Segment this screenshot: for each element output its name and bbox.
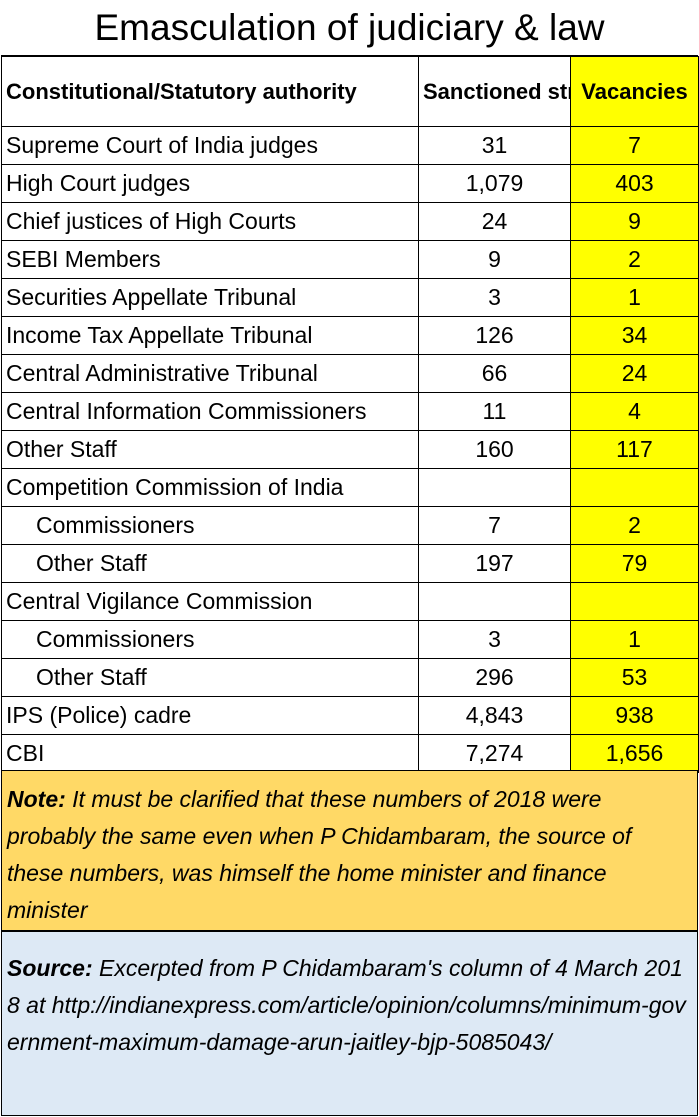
authority-cell: Supreme Court of India judges: [1, 126, 419, 165]
authority-cell: High Court judges: [1, 164, 419, 203]
table-row: CBI 7,274 1,656: [1, 734, 699, 773]
sanctioned-cell: [418, 582, 571, 621]
sanctioned-cell: 7,274: [418, 734, 571, 773]
column-header-vacancies: Vacancies: [570, 56, 699, 127]
vacancies-cell: 403: [570, 164, 699, 203]
source-label: Source:: [7, 955, 93, 981]
table-row: Competition Commission of India: [1, 468, 699, 507]
sanctioned-cell: 160: [418, 430, 571, 469]
source-text: Excerpted from P Chidambaram's column of…: [7, 955, 686, 1055]
header-row: Constitutional/Statutory authority Sanct…: [1, 56, 699, 127]
sanctioned-cell: 66: [418, 354, 571, 393]
vacancies-table: Constitutional/Statutory authority Sanct…: [1, 56, 699, 773]
sanctioned-cell: 9: [418, 240, 571, 279]
authority-cell: Central Vigilance Commission: [1, 582, 419, 621]
authority-cell: Commissioners: [1, 620, 419, 659]
vacancies-cell: 938: [570, 696, 699, 735]
table-row: Securities Appellate Tribunal 3 1: [1, 278, 699, 317]
vacancies-cell: 117: [570, 430, 699, 469]
authority-cell: Other Staff: [1, 658, 419, 697]
authority-cell: Central Administrative Tribunal: [1, 354, 419, 393]
authority-cell: Other Staff: [1, 430, 419, 469]
table-row: Commissioners 3 1: [1, 620, 699, 659]
sanctioned-cell: 126: [418, 316, 571, 355]
vacancies-cell: [570, 468, 699, 507]
table-row: Chief justices of High Courts 24 9: [1, 202, 699, 241]
table-body: Supreme Court of India judges 31 7 High Cou…: [1, 126, 699, 773]
vacancies-cell: 2: [570, 506, 699, 545]
vacancies-cell: 24: [570, 354, 699, 393]
table-row: Supreme Court of India judges 31 7: [1, 126, 699, 165]
sanctioned-cell: 31: [418, 126, 571, 165]
vacancies-cell: 34: [570, 316, 699, 355]
table-row: Central Vigilance Commission: [1, 582, 699, 621]
table-title: Emasculation of judiciary & law: [1, 1, 698, 56]
table-row: Central Information Commissioners 11 4: [1, 392, 699, 431]
vacancies-cell: 53: [570, 658, 699, 697]
table-row: Income Tax Appellate Tribunal 126 34: [1, 316, 699, 355]
sanctioned-cell: [418, 468, 571, 507]
vacancies-cell: 79: [570, 544, 699, 583]
vacancies-cell: 1: [570, 278, 699, 317]
vacancies-cell: 1,656: [570, 734, 699, 773]
authority-cell: SEBI Members: [1, 240, 419, 279]
source-box: Source: Excerpted from P Chidambaram's c…: [1, 931, 698, 1116]
sanctioned-cell: 7: [418, 506, 571, 545]
authority-cell: Competition Commission of India: [1, 468, 419, 507]
vacancies-cell: 4: [570, 392, 699, 431]
sanctioned-cell: 3: [418, 620, 571, 659]
table-row: SEBI Members 9 2: [1, 240, 699, 279]
authority-cell: CBI: [1, 734, 419, 773]
authority-cell: Other Staff: [1, 544, 419, 583]
column-header-authority: Constitutional/Statutory authority: [1, 56, 419, 127]
vacancies-cell: [570, 582, 699, 621]
sanctioned-cell: 197: [418, 544, 571, 583]
vacancies-cell: 7: [570, 126, 699, 165]
vacancies-cell: 1: [570, 620, 699, 659]
sanctioned-cell: 3: [418, 278, 571, 317]
column-header-sanctioned: Sanctioned strength: [418, 56, 571, 127]
authority-cell: Securities Appellate Tribunal: [1, 278, 419, 317]
note-box: Note: It must be clarified that these nu…: [1, 770, 698, 931]
table-row: IPS (Police) cadre 4,843 938: [1, 696, 699, 735]
authority-cell: Central Information Commissioners: [1, 392, 419, 431]
vacancies-cell: 2: [570, 240, 699, 279]
authority-cell: Chief justices of High Courts: [1, 202, 419, 241]
sanctioned-cell: 11: [418, 392, 571, 431]
sanctioned-cell: 296: [418, 658, 571, 697]
authority-cell: IPS (Police) cadre: [1, 696, 419, 735]
table-row: Central Administrative Tribunal 66 24: [1, 354, 699, 393]
sanctioned-cell: 24: [418, 202, 571, 241]
table-row: Other Staff 160 117: [1, 430, 699, 469]
authority-cell: Income Tax Appellate Tribunal: [1, 316, 419, 355]
sanctioned-cell: 4,843: [418, 696, 571, 735]
table-row: Commissioners 7 2: [1, 506, 699, 545]
note-text: It must be clarified that these numbers …: [7, 786, 632, 923]
vacancies-cell: 9: [570, 202, 699, 241]
note-label: Note:: [7, 786, 66, 812]
table-row: Other Staff 197 79: [1, 544, 699, 583]
table-row: Other Staff 296 53: [1, 658, 699, 697]
authority-cell: Commissioners: [1, 506, 419, 545]
sanctioned-cell: 1,079: [418, 164, 571, 203]
table-row: High Court judges 1,079 403: [1, 164, 699, 203]
